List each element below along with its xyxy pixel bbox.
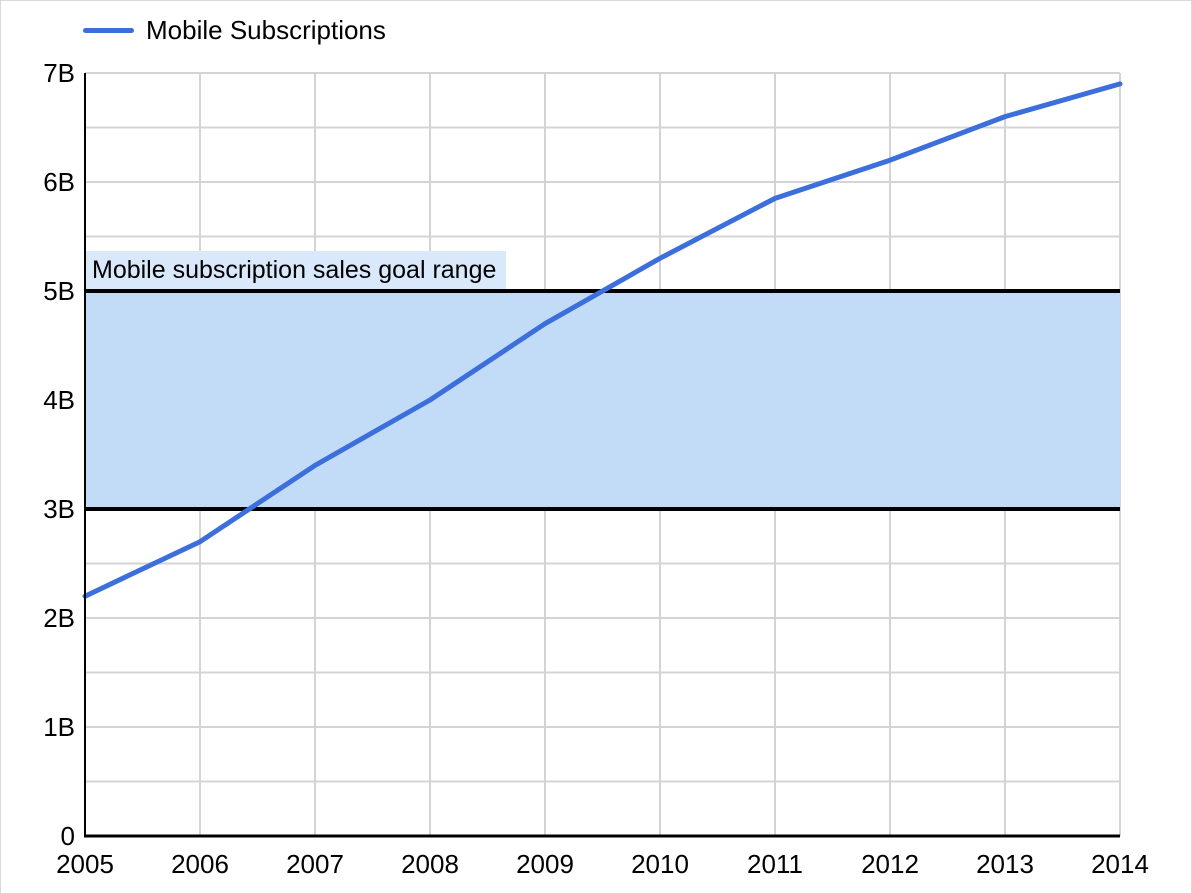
y-axis-tick-label: 3B bbox=[43, 494, 75, 524]
x-axis-tick-label: 2013 bbox=[976, 849, 1034, 879]
x-axis-tick-label: 2014 bbox=[1091, 849, 1149, 879]
y-axis-tick-label: 1B bbox=[43, 712, 75, 742]
legend-label: Mobile Subscriptions bbox=[146, 15, 386, 45]
goal-range-band bbox=[85, 291, 1120, 509]
x-axis-tick-label: 2011 bbox=[747, 849, 803, 879]
series-line-mobile-subscriptions bbox=[82, 81, 1123, 599]
legend-line-swatch bbox=[83, 28, 134, 33]
y-axis-tick-label: 4B bbox=[43, 385, 75, 415]
goal-range-label: Mobile subscription sales goal range bbox=[86, 251, 507, 289]
y-axis-tick-label: 2B bbox=[43, 603, 75, 633]
y-axis-tick-label: 0 bbox=[61, 821, 75, 851]
x-axis-tick-label: 2010 bbox=[631, 849, 689, 879]
y-axis-tick-label: 5B bbox=[43, 276, 75, 306]
x-axis-tick-label: 2008 bbox=[401, 849, 459, 879]
x-axis-tick-label: 2005 bbox=[56, 849, 114, 879]
y-axis-tick-label: 7B bbox=[43, 58, 75, 88]
x-axis-tick-label: 2007 bbox=[286, 849, 344, 879]
legend: Mobile Subscriptions bbox=[83, 15, 386, 46]
x-axis-tick-label: 2006 bbox=[171, 849, 229, 879]
x-axis-tick-label: 2012 bbox=[861, 849, 919, 879]
x-axis-tick-label: 2009 bbox=[516, 849, 574, 879]
y-axis-tick-label: 6B bbox=[43, 167, 75, 197]
